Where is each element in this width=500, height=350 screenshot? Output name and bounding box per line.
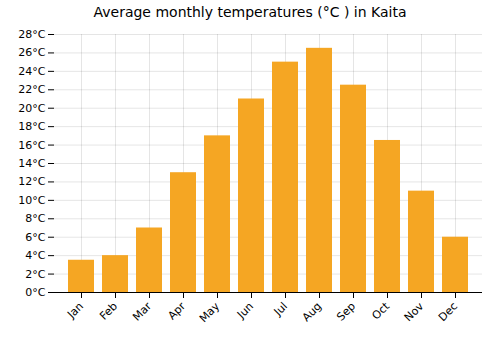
svg-text:18°C: 18°C (18, 120, 45, 133)
svg-text:8°C: 8°C (25, 212, 45, 225)
svg-text:2°C: 2°C (25, 268, 45, 281)
svg-text:28°C: 28°C (18, 28, 45, 41)
svg-text:Aug: Aug (300, 300, 324, 324)
svg-text:6°C: 6°C (25, 231, 45, 244)
svg-text:16°C: 16°C (18, 139, 45, 152)
svg-text:Dec: Dec (436, 300, 460, 324)
svg-text:0°C: 0°C (25, 286, 45, 299)
svg-text:22°C: 22°C (18, 83, 45, 96)
svg-text:12°C: 12°C (18, 175, 45, 188)
svg-text:24°C: 24°C (18, 65, 45, 78)
svg-text:14°C: 14°C (18, 157, 45, 170)
svg-text:Sep: Sep (334, 300, 358, 324)
svg-text:Jan: Jan (64, 300, 86, 322)
svg-text:Jul: Jul (271, 300, 290, 319)
svg-text:26°C: 26°C (18, 46, 45, 59)
svg-text:May: May (197, 299, 223, 325)
svg-text:10°C: 10°C (18, 194, 45, 207)
svg-text:Apr: Apr (165, 299, 188, 322)
svg-text:20°C: 20°C (18, 102, 45, 115)
svg-text:4°C: 4°C (25, 249, 45, 262)
svg-text:Feb: Feb (97, 300, 120, 323)
html-text:Average monthly temperatures (: Average monthly temperatures (°C ) in Ka… (93, 4, 407, 20)
svg-text:Mar: Mar (130, 299, 154, 323)
svg-text:Nov: Nov (402, 299, 427, 324)
svg-text:Jun: Jun (234, 300, 256, 322)
svg-text:Oct: Oct (369, 299, 392, 322)
